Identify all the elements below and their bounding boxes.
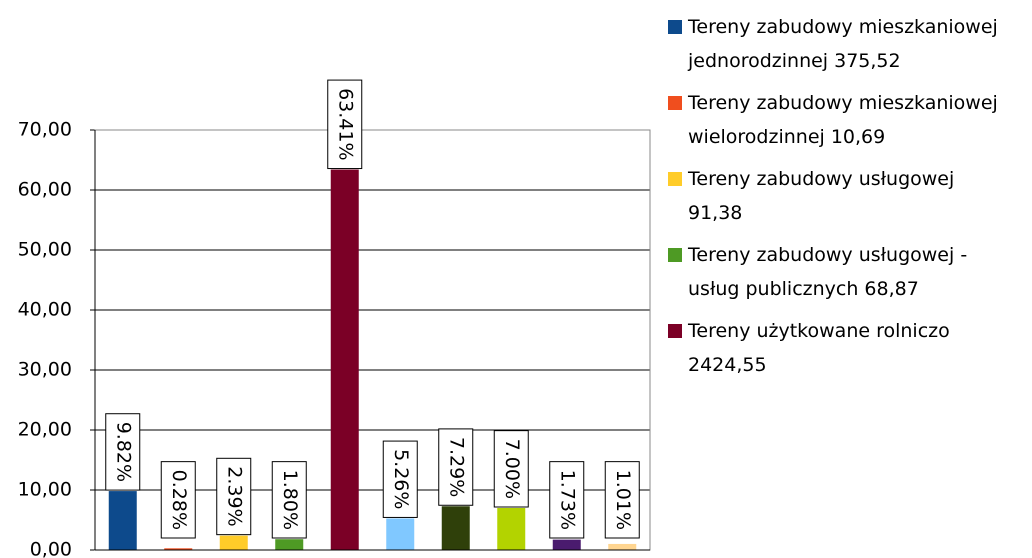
data-label-text: 1.73%	[556, 470, 578, 530]
legend-entry: Tereny zabudowy mieszkaniowej jednorodzi…	[668, 10, 1008, 78]
data-label-box	[216, 457, 252, 536]
data-label: 1.80%	[271, 461, 307, 539]
data-label: 9.82%	[105, 413, 141, 491]
y-tick-label: 20,00	[18, 419, 72, 441]
data-label-text: 0.28%	[168, 470, 190, 530]
y-tick-label: 40,00	[18, 299, 72, 321]
data-label: 1.01%	[604, 461, 640, 539]
data-label: 2.39%	[216, 457, 252, 536]
bar	[497, 508, 526, 550]
data-label-box	[271, 461, 307, 539]
data-label-box	[382, 440, 418, 518]
legend-swatch	[668, 96, 682, 110]
legend-entry: Tereny zabudowy mieszkaniowej wielorodzi…	[668, 86, 1008, 154]
bar	[386, 518, 415, 550]
bar	[608, 543, 637, 550]
bar	[441, 506, 470, 550]
data-label-box	[160, 461, 196, 539]
y-tick-label: 10,00	[18, 479, 72, 501]
data-label: 63.41%	[327, 79, 363, 170]
legend-label: Tereny zabudowy mieszkaniowej jednorodzi…	[688, 16, 998, 72]
legend-label: Tereny użytkowane rolniczo 2424,55	[688, 320, 950, 376]
data-label: 7.29%	[438, 428, 474, 506]
data-label-text: 1.80%	[279, 470, 301, 530]
data-label-text: 63.41%	[334, 88, 356, 160]
data-label: 7.00%	[493, 430, 529, 508]
data-label-text: 5.26%	[390, 449, 412, 509]
bar	[164, 548, 193, 550]
legend-entry: Tereny zabudowy usługowej 91,38	[668, 162, 1008, 230]
legend-swatch	[668, 20, 682, 34]
legend: Tereny zabudowy mieszkaniowej jednorodzi…	[668, 10, 1028, 390]
data-label-box	[549, 461, 585, 539]
data-label-box	[327, 79, 363, 170]
legend-entry: Tereny zabudowy usługowej - usług public…	[668, 238, 1008, 306]
data-label: 0.28%	[160, 461, 196, 539]
legend-label: Tereny zabudowy usługowej - usług public…	[688, 244, 968, 300]
data-label: 1.73%	[549, 461, 585, 539]
data-label-text: 7.29%	[445, 437, 467, 497]
bar	[219, 535, 248, 550]
y-tick-label: 70,00	[18, 119, 72, 141]
legend-entry: Tereny użytkowane rolniczo 2424,55	[668, 314, 1008, 382]
bar	[108, 491, 137, 550]
bar	[275, 539, 304, 550]
data-label-text: 2.39%	[223, 466, 245, 526]
y-tick-label: 30,00	[18, 359, 72, 381]
data-label-text: 1.01%	[612, 470, 634, 530]
data-label-text: 9.82%	[112, 422, 134, 482]
bar	[330, 169, 359, 551]
data-label-box	[438, 428, 474, 506]
legend-label: Tereny zabudowy mieszkaniowej wielorodzi…	[688, 92, 998, 148]
data-label-box	[105, 413, 141, 491]
data-label-box	[604, 461, 640, 539]
y-tick-label: 60,00	[18, 179, 72, 201]
bar	[552, 539, 581, 550]
legend-swatch	[668, 324, 682, 338]
legend-label: Tereny zabudowy usługowej 91,38	[688, 168, 955, 224]
y-tick-label: 50,00	[18, 239, 72, 261]
y-tick-label: 0,00	[30, 539, 72, 558]
data-label-text: 7.00%	[501, 439, 523, 499]
data-label-box	[493, 430, 529, 508]
data-label: 5.26%	[382, 440, 418, 518]
legend-swatch	[668, 248, 682, 262]
legend-swatch	[668, 172, 682, 186]
